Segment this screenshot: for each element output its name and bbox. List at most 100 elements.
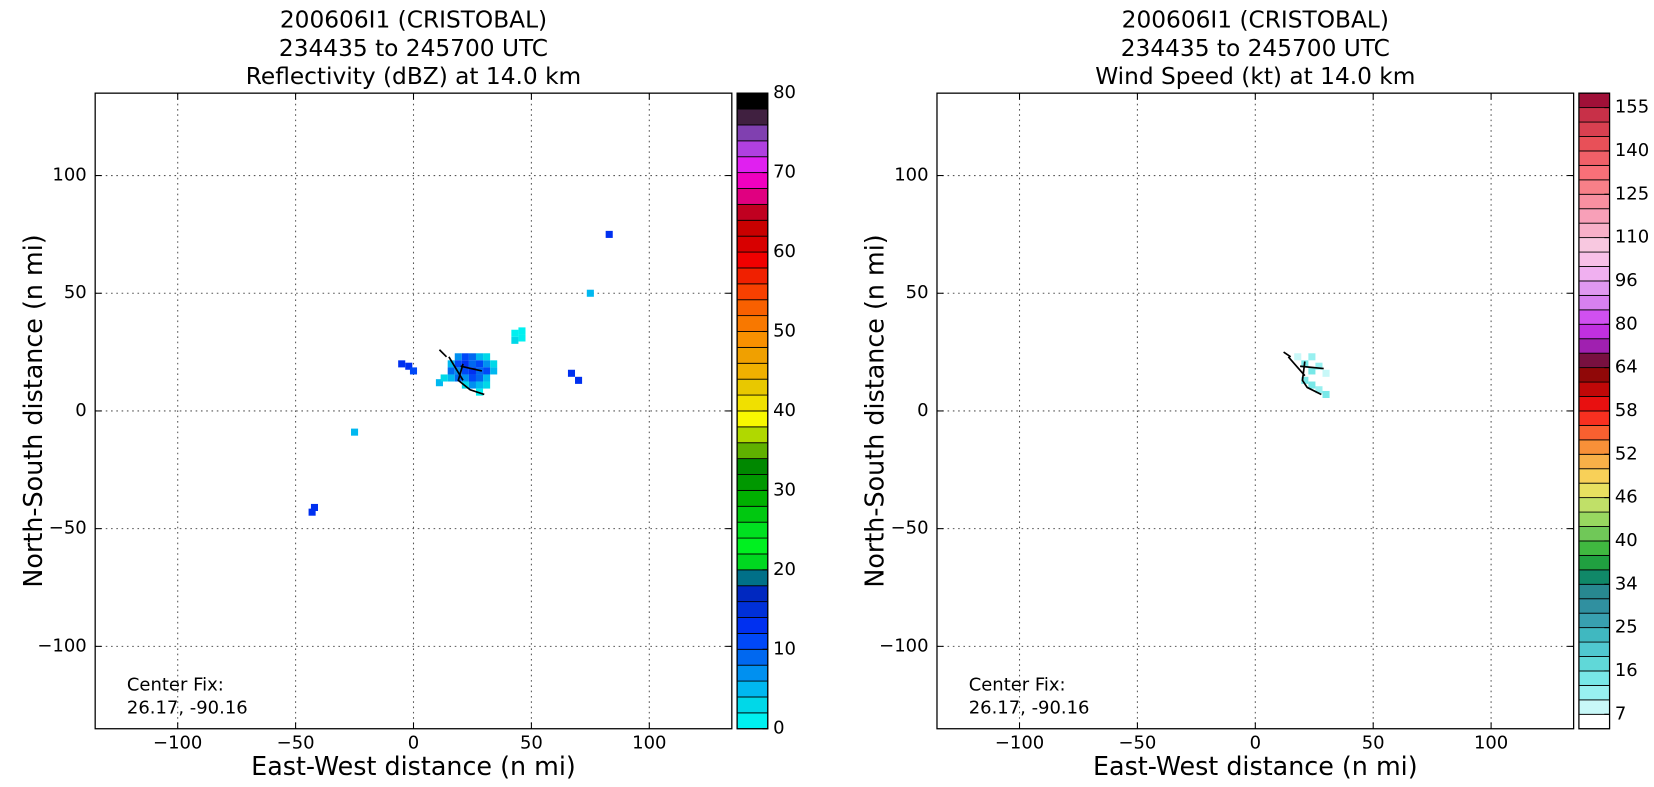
data-cell [435,379,443,387]
data-cell [518,327,526,335]
data-cell [483,381,491,389]
y-tick-label: 0 [75,400,86,421]
colorbar-tick-label: 125 [1615,183,1649,204]
y-tick-label: 100 [894,165,928,186]
x-tick-label: −100 [153,733,202,754]
x-tick-label: 50 [1362,733,1385,754]
colorbar-box [1578,251,1611,267]
colorbar-box [736,696,769,714]
flight-track [1283,351,1324,396]
colorbar-tick-label: 25 [1615,617,1638,638]
colorbar-box [736,458,769,475]
chart-title: Wind Speed (kt) at 14.0 km [1095,63,1415,90]
colorbar-box [736,346,769,364]
data-cell [405,362,413,370]
colorbar-box [1578,410,1611,426]
colorbar-box [1578,352,1611,369]
colorbar-tick-label: 80 [1615,313,1638,334]
colorbar-tick-label: 50 [773,321,796,342]
data-cell [490,360,498,368]
colorbar-tick-label: 52 [1615,443,1638,464]
data-cell [511,336,519,344]
data-cell [468,367,476,375]
center-fix-note: Center Fix: [969,674,1066,695]
colorbar-box [1578,598,1611,614]
colorbar-box [1578,497,1611,513]
colorbar-box [736,648,769,666]
colorbar-box [1578,294,1611,311]
data-cell [1308,367,1316,375]
plot-frame [94,92,733,730]
colorbar-box [736,299,769,317]
colorbar-box [1578,699,1611,715]
data-cell [1301,376,1309,384]
colorbar-tick-label: 64 [1615,357,1638,378]
colorbar-tick-label: 7 [1615,703,1626,724]
colorbar-box [736,553,769,571]
colorbar-box [1578,554,1611,571]
colorbar-box [736,537,769,555]
colorbar-box [736,442,769,460]
colorbar-box [1578,396,1611,412]
plot-frame [936,92,1575,730]
colorbar-box [736,617,769,634]
colorbar-box [736,156,769,174]
x-tick-label: 0 [1250,733,1261,754]
data-cell [1294,353,1302,361]
data-cell [483,374,491,382]
colorbar-box [1578,424,1611,441]
data-cell [447,360,455,368]
colorbar-box [736,283,769,301]
data-cell [461,353,469,361]
colorbar-box [1578,540,1611,556]
chart-title: 200606I1 (CRISTOBAL) [1122,7,1389,34]
data-cell [475,381,484,389]
colorbar-box [1578,468,1611,484]
colorbar-box [1578,684,1611,701]
colorbar-box [736,362,769,380]
chart-title: 234435 to 245700 UTC [1121,35,1390,62]
data-cell [398,360,406,368]
data-cell [483,360,491,368]
colorbar-box [1578,381,1611,397]
colorbar-box [736,569,769,587]
colorbar-tick-label: 58 [1615,400,1638,421]
colorbar-tick-label: 34 [1615,573,1638,594]
colorbar-box [736,251,769,269]
colorbar-box [736,108,769,126]
y-tick-label: 50 [64,282,87,303]
colorbar-box [736,521,769,539]
colorbar-tick-label: 40 [1615,530,1638,551]
colorbar-tick-label: 155 [1615,97,1649,118]
colorbar-box [736,712,769,730]
center-fix-note: 26.17, -90.16 [127,698,248,719]
colorbar-tick-label: 110 [1615,227,1649,248]
colorbar-box [1578,193,1611,210]
data-cell [468,381,476,389]
x-axis-label: East-West distance (n mi) [251,751,576,781]
data-cell [1322,390,1330,399]
colorbar-box [1578,266,1611,282]
data-cell [1308,353,1316,361]
colorbar-box [1578,656,1611,672]
colorbar-box [736,474,769,491]
y-tick-label: 100 [52,165,86,186]
colorbar-box [1578,367,1611,383]
data-cell [447,374,455,382]
colorbar-box [1578,641,1611,657]
data-cell [490,367,498,375]
y-tick-label: 50 [906,282,929,303]
colorbar-tick-label: 40 [773,400,796,421]
colorbar-box [736,235,769,253]
chart-title: 200606I1 (CRISTOBAL) [280,7,547,34]
colorbar-box [1578,670,1611,686]
colorbar-box [1578,309,1611,325]
colorbar-box [736,680,769,698]
colorbar-box [1578,164,1611,181]
colorbar-tick-label: 96 [1615,270,1638,291]
data-cell [461,360,469,368]
colorbar-box [736,505,769,523]
colorbar-box [736,124,769,142]
colorbar-box [1578,713,1611,730]
data-cell [461,374,469,382]
